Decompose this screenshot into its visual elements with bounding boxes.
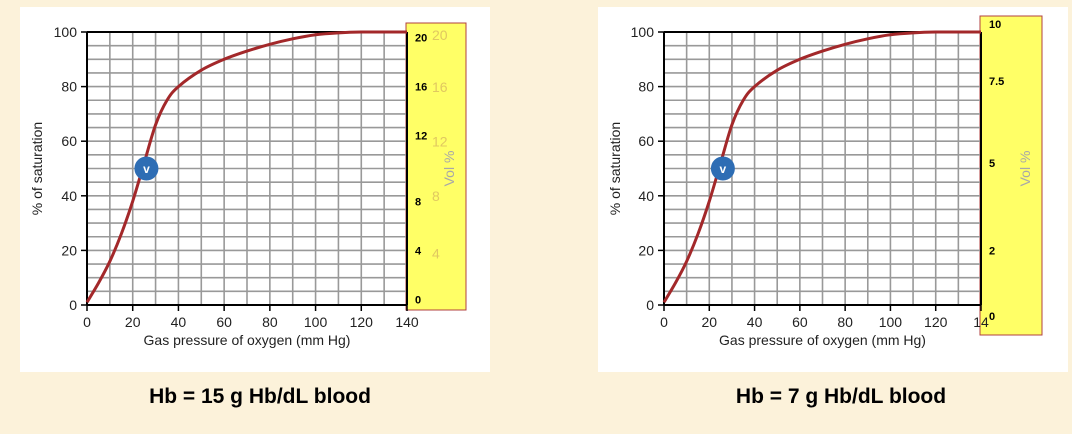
x-tick-label: 0 bbox=[83, 314, 91, 330]
y-tick-label: 100 bbox=[54, 24, 78, 40]
volume-panel bbox=[405, 22, 467, 311]
y-tick-label: 40 bbox=[638, 188, 654, 204]
x-tick-label: 140 bbox=[395, 314, 419, 330]
x-tick-label: 0 bbox=[660, 314, 668, 330]
y-tick-label: 20 bbox=[61, 242, 77, 258]
vol-percent-tick-label: 20 bbox=[415, 32, 427, 44]
vol-percent-tick-label: 16 bbox=[415, 82, 427, 94]
venous-point-label: v bbox=[143, 162, 150, 176]
vol-percent-tick-label: 0 bbox=[989, 311, 995, 323]
vol-percent-tick-label: 5 bbox=[989, 158, 995, 170]
x-tick-label: 120 bbox=[924, 314, 948, 330]
y-tick-label: 40 bbox=[61, 188, 77, 204]
y-tick-label: 0 bbox=[69, 297, 77, 313]
vol-percent-tick-label: 0 bbox=[415, 295, 421, 307]
vol-percent-tick-label: 8 bbox=[415, 196, 421, 208]
saturation-curve bbox=[662, 30, 982, 304]
venous-point-marker bbox=[710, 156, 735, 181]
ghost-scale-label: 4 bbox=[432, 245, 440, 261]
x-tick-label: 40 bbox=[171, 314, 187, 330]
y-axis-label: % of saturation bbox=[607, 122, 623, 215]
x-tick-label: 120 bbox=[350, 314, 374, 330]
left-chart-panel: 0 20 40 60 80 100 120 140 0 20 40 60 80 100 Gas pressu… bbox=[20, 7, 490, 372]
x-tick-label: 80 bbox=[262, 314, 278, 330]
y-tick-label: 60 bbox=[61, 133, 77, 149]
x-tick-label: 14 bbox=[973, 314, 989, 330]
saturation-curve bbox=[85, 30, 408, 304]
y-tick-label: 20 bbox=[638, 242, 654, 258]
ghost-scale-label: 20 bbox=[432, 27, 448, 43]
x-tick-label: 40 bbox=[747, 314, 763, 330]
right-chart-caption: Hb = 7 g Hb/dL blood bbox=[735, 385, 947, 408]
grid bbox=[86, 31, 408, 306]
right-chart-panel: 0 20 40 60 80 100 120 14 0 20 40 60 80 100 Gas pressur… bbox=[598, 7, 1068, 372]
x-tick-label: 20 bbox=[701, 314, 717, 330]
venous-point-marker bbox=[134, 156, 159, 181]
ghost-scale-label: 8 bbox=[432, 188, 440, 204]
vol-percent-tick-label: 7.5 bbox=[989, 76, 1004, 88]
venous-point-label: v bbox=[720, 162, 727, 176]
y-tick-label: 0 bbox=[646, 297, 654, 313]
vol-percent-tick-label: 4 bbox=[415, 245, 422, 257]
x-tick-label: 60 bbox=[792, 314, 808, 330]
y-axis-label: % of saturation bbox=[29, 122, 45, 215]
vol-percent-tick-label: 12 bbox=[415, 131, 427, 143]
ghost-scale-label: 12 bbox=[432, 133, 448, 149]
volume-panel bbox=[979, 15, 1043, 336]
y-tick-label: 100 bbox=[631, 24, 655, 40]
vol-percent-axis-label: Vol % bbox=[1017, 151, 1033, 187]
x-tick-label: 20 bbox=[125, 314, 141, 330]
y-tick-label: 80 bbox=[638, 79, 654, 95]
x-tick-label: 100 bbox=[304, 314, 328, 330]
vol-percent-tick-label: 10 bbox=[989, 19, 1001, 31]
x-tick-label: 60 bbox=[216, 314, 232, 330]
y-tick-label: 60 bbox=[638, 133, 654, 149]
x-tick-label: 100 bbox=[879, 314, 903, 330]
x-tick-label: 80 bbox=[837, 314, 853, 330]
y-tick-label: 80 bbox=[61, 79, 77, 95]
vol-percent-tick-label: 2 bbox=[989, 245, 995, 257]
x-axis-label: Gas pressure of oxygen (mm Hg) bbox=[144, 332, 351, 348]
vol-percent-axis-label: Vol % bbox=[441, 151, 457, 187]
x-axis-label: Gas pressure of oxygen (mm Hg) bbox=[719, 332, 926, 348]
ghost-scale-label: 16 bbox=[432, 79, 448, 95]
left-chart-caption: Hb = 15 g Hb/dL blood bbox=[149, 385, 371, 408]
